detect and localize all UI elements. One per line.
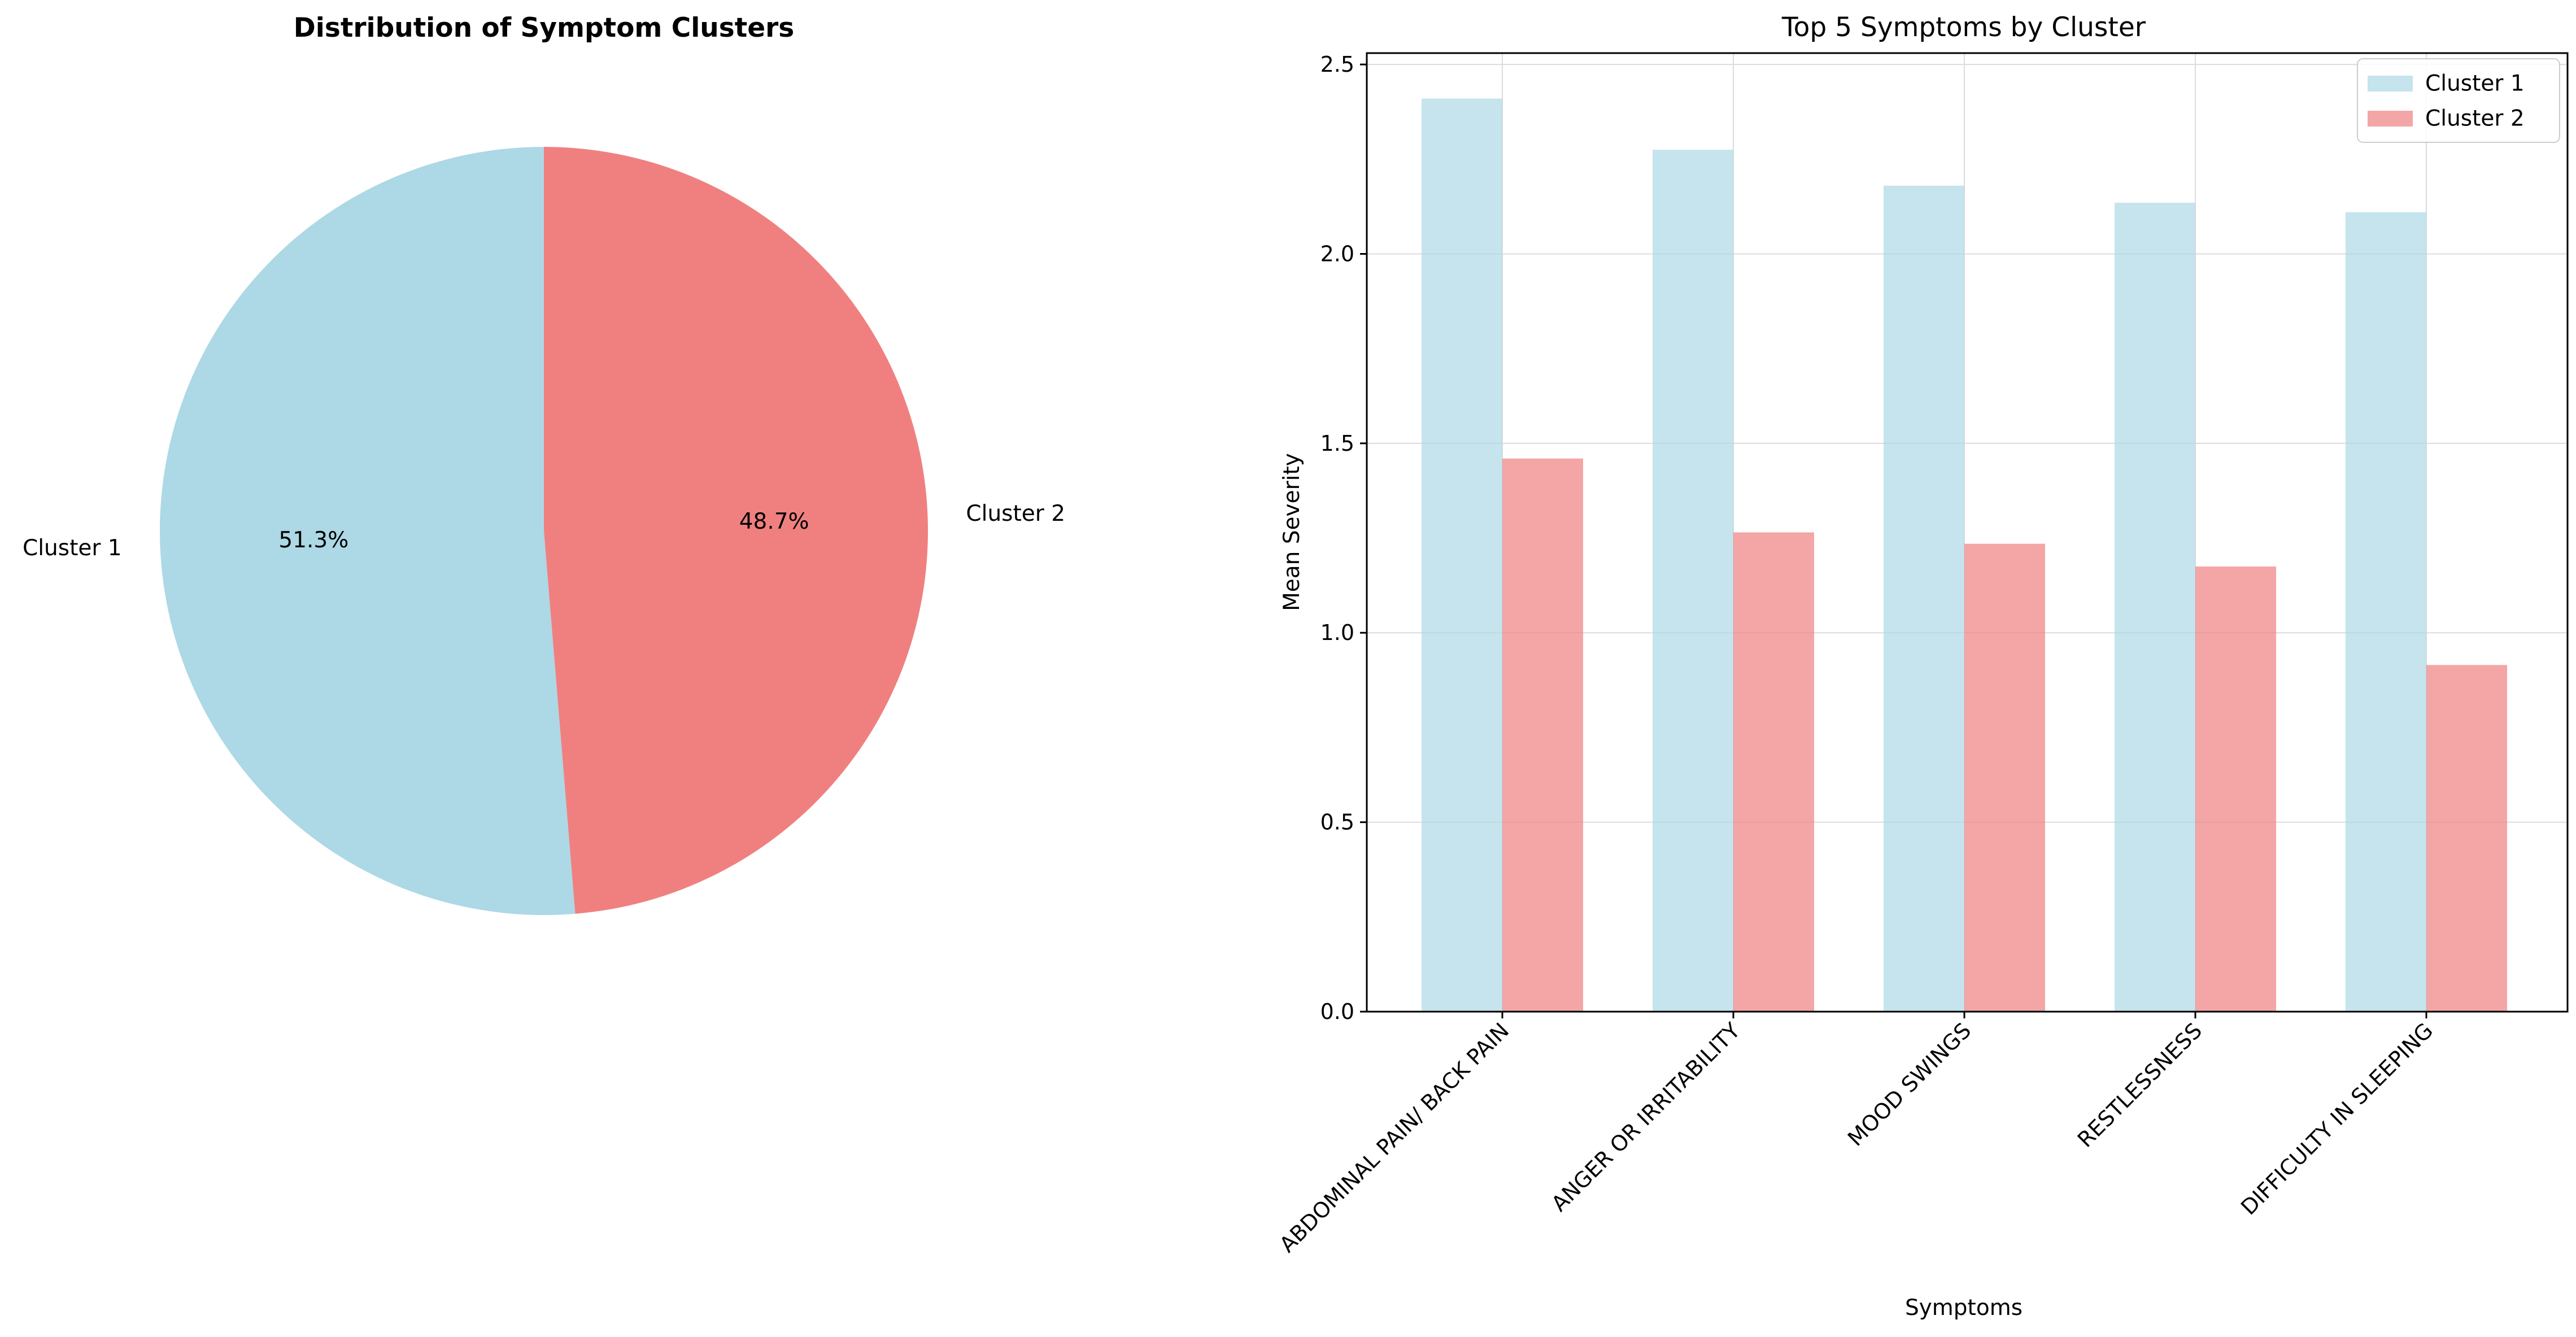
x-axis-ticks: ABDOMINAL PAIN/ BACK PAIN ANGER OR IRRITA… bbox=[1275, 1012, 2438, 1257]
y-axis-label: Mean Severity bbox=[1279, 453, 1305, 611]
y-tick-label: 2.5 bbox=[1320, 52, 1354, 77]
legend-label: Cluster 2 bbox=[2425, 106, 2525, 132]
bar bbox=[2346, 212, 2426, 1012]
y-tick-label: 0.0 bbox=[1320, 999, 1354, 1024]
legend-swatch bbox=[2368, 111, 2413, 127]
pie-category-label: Cluster 2 bbox=[966, 501, 1065, 526]
y-tick-label: 1.0 bbox=[1320, 620, 1354, 645]
y-tick-label: 2.0 bbox=[1320, 241, 1354, 266]
bar bbox=[2195, 566, 2276, 1012]
pie-slice bbox=[544, 147, 928, 914]
x-tick-label: ANGER OR IRRITABILITY bbox=[1546, 1018, 1745, 1216]
legend-label: Cluster 1 bbox=[2425, 71, 2525, 97]
y-tick-label: 0.5 bbox=[1320, 810, 1354, 835]
bar-series bbox=[1422, 98, 2507, 1012]
bar bbox=[2426, 665, 2507, 1012]
pie-labels: 51.3% Cluster 1 48.7% Cluster 2 bbox=[23, 501, 1065, 561]
bar-chart: Top 5 Symptoms by Cluster 0.0 0.5 1.0 1.5 2.… bbox=[1275, 12, 2569, 1321]
pie-title: Distribution of Symptom Clusters bbox=[294, 12, 794, 43]
pie-category-label: Cluster 1 bbox=[23, 535, 122, 561]
bar bbox=[1502, 458, 1583, 1012]
legend: Cluster 1 Cluster 2 bbox=[2357, 58, 2560, 143]
pie-slice bbox=[159, 147, 576, 915]
x-tick-label: RESTLESSNESS bbox=[2073, 1018, 2207, 1152]
pie-slices bbox=[159, 147, 928, 915]
x-tick-label: ABDOMINAL PAIN/ BACK PAIN bbox=[1275, 1018, 1514, 1257]
y-axis-ticks: 0.0 0.5 1.0 1.5 2.0 2.5 bbox=[1320, 52, 1367, 1024]
bar-title: Top 5 Symptoms by Cluster bbox=[1781, 12, 2146, 43]
bar bbox=[1653, 150, 1733, 1012]
bar bbox=[1733, 532, 1814, 1012]
pie-chart: Distribution of Symptom Clusters 51.3% Cl… bbox=[23, 12, 1065, 915]
bar bbox=[1884, 185, 1964, 1012]
bar bbox=[2115, 202, 2195, 1012]
x-tick-label: DIFFICULTY IN SLEEPING bbox=[2236, 1018, 2438, 1220]
x-tick-label: MOOD SWINGS bbox=[1843, 1018, 1976, 1151]
x-axis-label: Symptoms bbox=[1905, 1295, 2023, 1321]
bar bbox=[1964, 543, 2045, 1012]
bar bbox=[1422, 98, 1502, 1012]
pie-percent-label: 48.7% bbox=[739, 509, 809, 534]
legend-swatch bbox=[2368, 76, 2413, 92]
y-tick-label: 1.5 bbox=[1320, 431, 1354, 456]
pie-percent-label: 51.3% bbox=[278, 528, 348, 553]
plot-frame bbox=[1366, 52, 2569, 1013]
